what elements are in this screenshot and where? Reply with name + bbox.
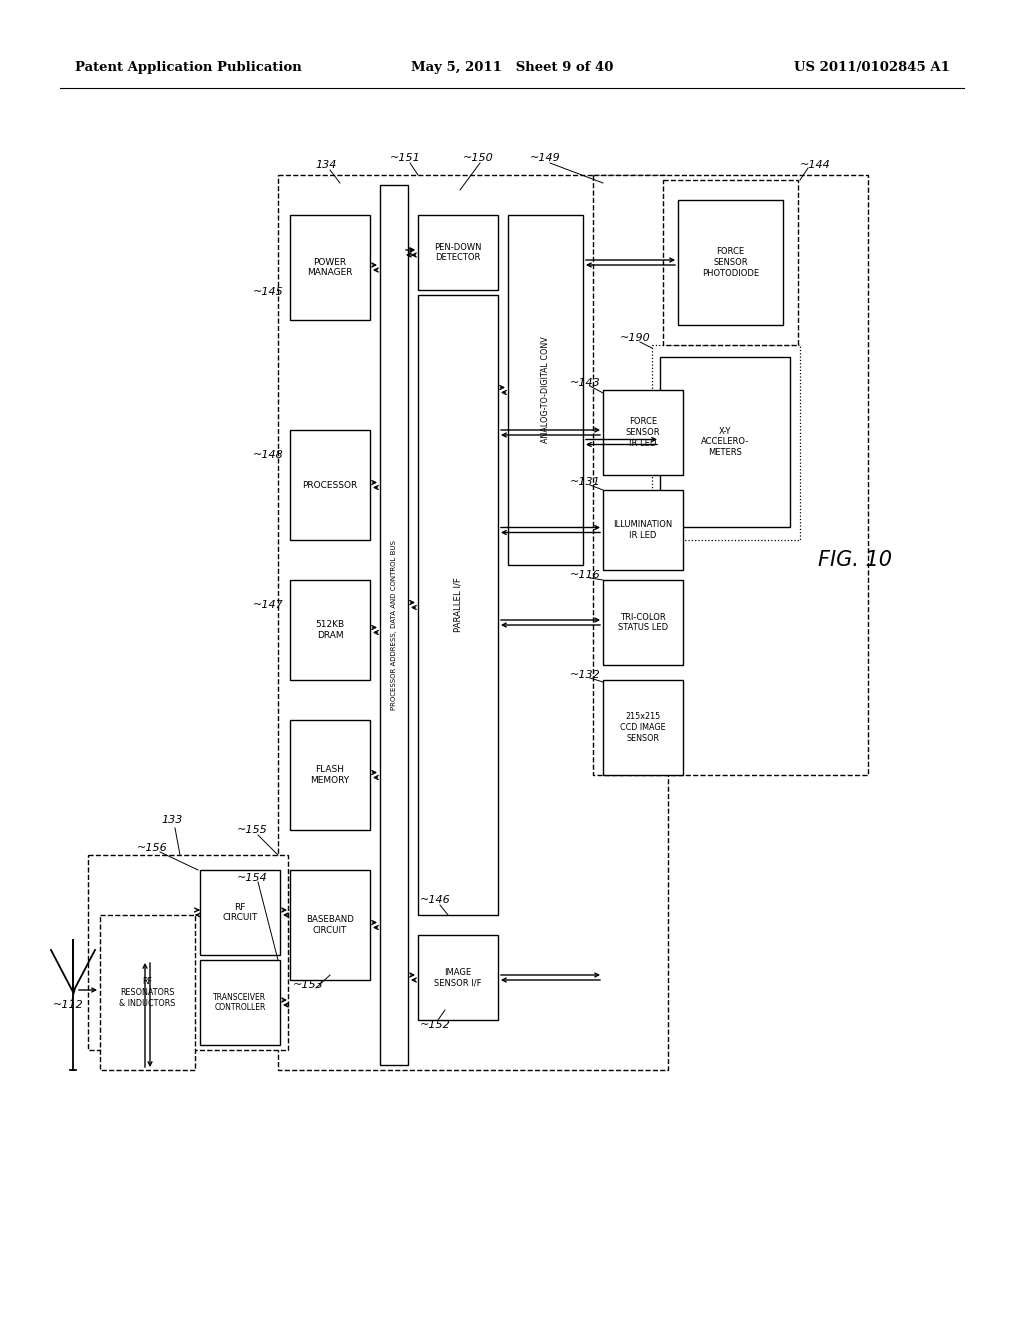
Text: ~144: ~144 [800, 160, 830, 170]
Text: ANALOG-TO-DIGITAL CONV: ANALOG-TO-DIGITAL CONV [541, 337, 550, 444]
Bar [290, 430, 370, 540]
Text: US 2011/0102845 A1: US 2011/0102845 A1 [795, 62, 950, 74]
Bar [88, 855, 288, 1049]
Text: ~131: ~131 [569, 477, 600, 487]
Text: FIG. 10: FIG. 10 [818, 550, 892, 570]
Bar [200, 960, 280, 1045]
Text: ~147: ~147 [253, 601, 284, 610]
Text: 133: 133 [162, 814, 182, 825]
Text: ~146: ~146 [420, 895, 451, 906]
Text: 512KB
DRAM: 512KB DRAM [315, 620, 344, 640]
Bar [380, 185, 408, 1065]
Text: FLASH
MEMORY: FLASH MEMORY [310, 766, 349, 785]
Bar [200, 870, 280, 954]
Text: ~156: ~156 [136, 843, 167, 853]
Text: PROCESSOR ADDRESS, DATA AND CONTROL BUS: PROCESSOR ADDRESS, DATA AND CONTROL BUS [391, 540, 397, 710]
Text: May 5, 2011   Sheet 9 of 40: May 5, 2011 Sheet 9 of 40 [411, 62, 613, 74]
Text: BASEBAND
CIRCUIT: BASEBAND CIRCUIT [306, 915, 354, 935]
Text: TRI-COLOR
STATUS LED: TRI-COLOR STATUS LED [617, 612, 668, 632]
Text: ~152: ~152 [420, 1020, 451, 1030]
Text: IMAGE
SENSOR I/F: IMAGE SENSOR I/F [434, 968, 481, 987]
Text: FORCE
SENSOR
IR LED: FORCE SENSOR IR LED [626, 417, 660, 447]
Text: PROCESSOR: PROCESSOR [302, 480, 357, 490]
Bar [603, 579, 683, 665]
Text: ~153: ~153 [293, 979, 324, 990]
Text: ILLUMINATION
IR LED: ILLUMINATION IR LED [613, 520, 673, 540]
Bar [290, 870, 370, 979]
Text: POWER
MANAGER: POWER MANAGER [307, 257, 352, 277]
Bar [603, 680, 683, 775]
Text: ~143: ~143 [569, 378, 600, 388]
Text: PEN-DOWN
DETECTOR: PEN-DOWN DETECTOR [434, 243, 481, 263]
Bar [290, 215, 370, 319]
Bar [418, 935, 498, 1020]
Text: ~145: ~145 [253, 286, 284, 297]
Text: X-Y
ACCELERO-
METERS: X-Y ACCELERO- METERS [700, 426, 750, 457]
Bar [290, 719, 370, 830]
Bar [593, 176, 868, 775]
Text: ~116: ~116 [569, 570, 600, 579]
Text: 215x215
CCD IMAGE
SENSOR: 215x215 CCD IMAGE SENSOR [621, 713, 666, 743]
Text: FORCE
SENSOR
PHOTODIODE: FORCE SENSOR PHOTODIODE [701, 247, 759, 277]
Text: ~151: ~151 [389, 153, 421, 162]
Bar [660, 356, 790, 527]
Text: ~154: ~154 [237, 873, 267, 883]
Text: ~190: ~190 [620, 333, 650, 343]
Text: ~132: ~132 [569, 671, 600, 680]
Text: RF
CIRCUIT: RF CIRCUIT [222, 903, 258, 923]
Text: TRANSCEIVER
CONTROLLER: TRANSCEIVER CONTROLLER [213, 993, 266, 1012]
Bar [652, 345, 800, 540]
Text: ~148: ~148 [253, 450, 284, 459]
Bar [278, 176, 668, 1071]
Bar [418, 294, 498, 915]
Bar [290, 579, 370, 680]
Bar [603, 490, 683, 570]
Text: ~150: ~150 [463, 153, 494, 162]
Text: ~112: ~112 [52, 1001, 83, 1010]
Bar [508, 215, 583, 565]
Text: 134: 134 [315, 160, 337, 170]
Text: Patent Application Publication: Patent Application Publication [75, 62, 302, 74]
Bar [418, 215, 498, 290]
Bar [100, 915, 195, 1071]
Text: PARALLEL I/F: PARALLEL I/F [454, 578, 463, 632]
Text: ~149: ~149 [529, 153, 560, 162]
Bar [663, 180, 798, 345]
Bar [603, 389, 683, 475]
Text: RF
RESONATORS
& INDUCTORS: RF RESONATORS & INDUCTORS [120, 977, 176, 1007]
Bar [678, 201, 783, 325]
Text: ~155: ~155 [237, 825, 267, 836]
